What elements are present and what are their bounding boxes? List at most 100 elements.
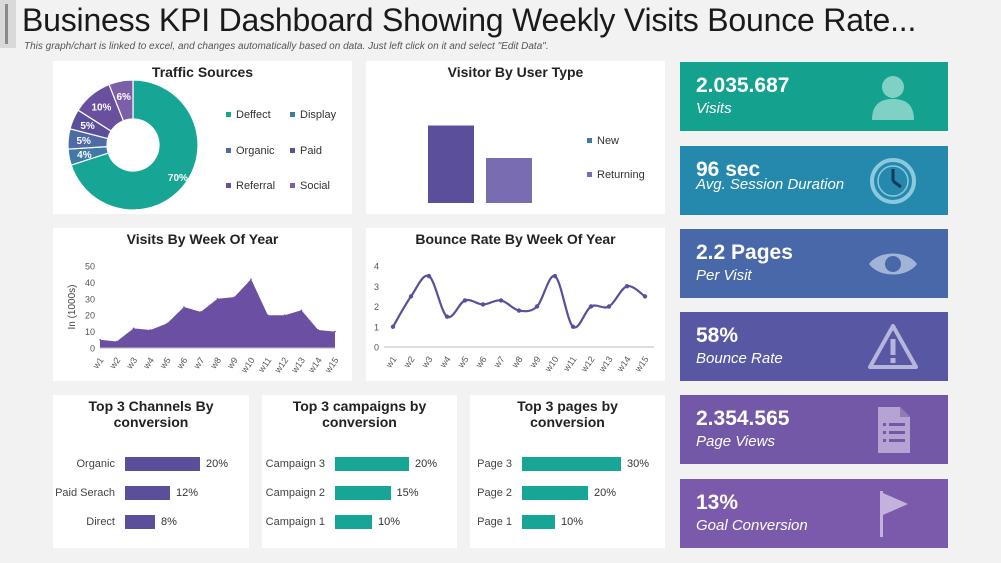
bounce-point bbox=[498, 298, 504, 303]
x-tick-label: w4 bbox=[437, 354, 452, 370]
bar-label: Direct bbox=[86, 516, 115, 528]
y-tick-label: 40 bbox=[85, 278, 95, 288]
x-tick-label: w13 bbox=[596, 354, 614, 374]
bar bbox=[335, 486, 391, 500]
kpi-goal-conversion[interactable]: 13% Goal Conversion bbox=[680, 479, 948, 548]
visits-point bbox=[132, 327, 135, 330]
y-tick-label: 30 bbox=[85, 294, 95, 304]
kpi-value: 2.354.565 bbox=[696, 407, 790, 430]
top-campaigns-card: Top 3 campaigns by conversion Campaign 3… bbox=[262, 395, 457, 548]
kpi-bounce-rate[interactable]: 58% Bounce Rate bbox=[680, 312, 948, 381]
donut-label-organic: 5% bbox=[76, 136, 91, 147]
bar-value-label: 8% bbox=[161, 516, 177, 528]
x-tick-label: w2 bbox=[401, 354, 416, 370]
x-tick-label: w4 bbox=[141, 355, 156, 371]
bar-new bbox=[428, 125, 474, 203]
visits-point bbox=[250, 278, 252, 280]
legend-item-display: Display bbox=[290, 109, 336, 121]
x-tick-label: w1 bbox=[383, 354, 398, 370]
kpi-label: Per Visit bbox=[696, 267, 752, 284]
y-tick-label: 0 bbox=[374, 343, 379, 353]
y-tick-label: 20 bbox=[85, 311, 95, 321]
top-pages-card: Top 3 pages by conversion Page 3 30% Page … bbox=[470, 395, 665, 548]
legend-item-paid: Paid bbox=[290, 145, 322, 157]
y-tick-label: 50 bbox=[85, 262, 95, 272]
kpi-avg-session[interactable]: 96 sec Avg. Session Duration bbox=[680, 146, 948, 215]
bounce-point bbox=[552, 273, 558, 279]
x-tick-label: w7 bbox=[191, 355, 206, 371]
bounce-point bbox=[444, 314, 450, 319]
y-axis-label: In (1000s) bbox=[67, 284, 78, 329]
kpi-label: Bounce Rate bbox=[696, 350, 783, 367]
bounce-point bbox=[462, 298, 468, 303]
x-tick-label: w5 bbox=[455, 354, 470, 370]
y-tick-label: 1 bbox=[374, 322, 379, 332]
traffic-sources-card: Traffic Sources 70% 4% 5% 5% 10% 6% Deffect D… bbox=[53, 61, 352, 214]
x-tick-label: w8 bbox=[208, 355, 223, 371]
legend-swatch bbox=[290, 111, 295, 117]
bar bbox=[522, 486, 588, 500]
x-tick-label: w9 bbox=[527, 354, 542, 370]
legend-swatch bbox=[226, 111, 231, 117]
kpi-value: 2.2 Pages bbox=[696, 241, 793, 264]
top-pages-title: Top 3 pages by conversion bbox=[517, 398, 618, 430]
user-icon bbox=[872, 76, 914, 120]
visitor-user-type-card: Visitor By User Type New Returning bbox=[366, 61, 665, 214]
x-tick-label: w14 bbox=[306, 355, 324, 375]
y-tick-label: 0 bbox=[90, 344, 95, 354]
y-tick-label: 4 bbox=[374, 262, 379, 272]
bar-label: Paid Serach bbox=[55, 487, 115, 499]
x-tick-label: w8 bbox=[509, 354, 524, 370]
x-tick-label: w6 bbox=[174, 355, 189, 371]
visits-by-week-title: Visits By Week Of Year bbox=[126, 231, 279, 247]
bar-value-label: 20% bbox=[415, 458, 438, 470]
traffic-sources-title: Traffic Sources bbox=[151, 64, 254, 80]
bounce-point bbox=[408, 294, 414, 299]
x-tick-label: w12 bbox=[272, 355, 290, 375]
kpi-label: Goal Conversion bbox=[696, 517, 808, 534]
visits-point bbox=[183, 306, 185, 308]
page-title: Business KPI Dashboard Showing Weekly Vi… bbox=[22, 2, 917, 38]
legend-swatch bbox=[290, 182, 295, 188]
bar-value-label: 15% bbox=[396, 487, 419, 499]
top-channels-card: Top 3 Channels By conversion Organic 20% P… bbox=[53, 395, 249, 548]
visits-point bbox=[199, 311, 202, 313]
bounce-line bbox=[392, 274, 646, 329]
bar bbox=[125, 486, 170, 500]
x-tick-label: w14 bbox=[614, 354, 632, 374]
kpi-label: Avg. Session Duration bbox=[696, 176, 845, 193]
visits-point bbox=[149, 329, 152, 331]
kpi-pages-per-visit[interactable]: 2.2 Pages Per Visit bbox=[680, 229, 948, 298]
visits-point bbox=[166, 322, 168, 325]
bar-value-label: 20% bbox=[594, 487, 617, 499]
legend-item-organic: Organic bbox=[226, 145, 275, 157]
kpi-visits[interactable]: 2.035.687 Visits bbox=[680, 62, 948, 131]
x-tick-label: w15 bbox=[322, 355, 340, 375]
legend-swatch bbox=[290, 147, 295, 153]
donut-label-display: 4% bbox=[77, 150, 92, 161]
bounce-point bbox=[390, 324, 396, 329]
donut-label-defect: 70% bbox=[168, 173, 188, 184]
visitor-user-type-title: Visitor By User Type bbox=[447, 64, 584, 80]
bar-label: Campaign 1 bbox=[265, 516, 325, 528]
kpi-page-views[interactable]: 2.354.565 Page Views bbox=[680, 395, 948, 464]
bounce-rate-card: Bounce Rate By Week Of Year 0 1 2 3 4 w1 w2 w3 w… bbox=[366, 228, 665, 381]
eye-icon bbox=[869, 253, 917, 275]
page-subtitle: This graph/chart is linked to excel, and… bbox=[24, 41, 549, 52]
bar-value-label: 10% bbox=[561, 516, 584, 528]
kpi-value: 2.035.687 bbox=[696, 74, 790, 97]
visitor-user-type-chart bbox=[428, 125, 532, 203]
visits-area bbox=[100, 279, 335, 348]
x-tick-label: w5 bbox=[157, 355, 172, 371]
kpi-value: 96 sec bbox=[696, 158, 761, 181]
kpi-value: 58% bbox=[696, 324, 739, 347]
bar-label: Campaign 2 bbox=[265, 487, 325, 499]
kpi-value: 13% bbox=[696, 491, 739, 514]
x-tick-label: w15 bbox=[632, 354, 650, 374]
bar-label: Organic bbox=[76, 458, 115, 470]
visits-point bbox=[267, 314, 269, 316]
bar-label: Page 2 bbox=[477, 487, 512, 499]
traffic-sources-donut: 70% 4% 5% 5% 10% 6% bbox=[67, 79, 199, 211]
visits-point bbox=[334, 330, 336, 333]
